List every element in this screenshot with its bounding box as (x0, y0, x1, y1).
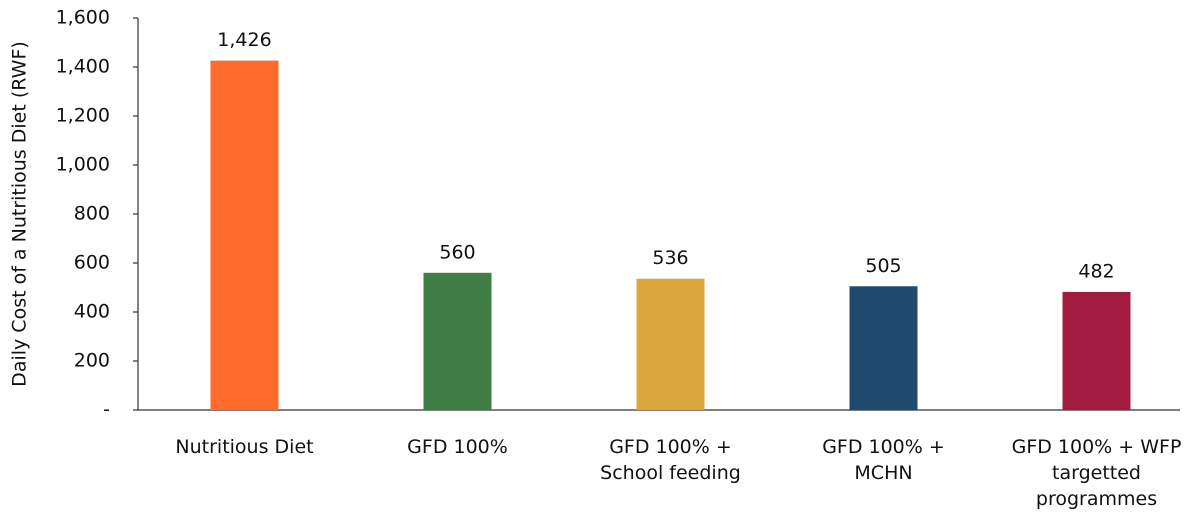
x-tick-label: GFD 100% + MCHN (822, 436, 945, 484)
bar (636, 278, 705, 410)
y-tick-label: 600 (74, 252, 110, 274)
bar (1062, 291, 1131, 410)
bar (210, 60, 279, 410)
data-label: 1,426 (217, 29, 271, 51)
y-axis-title: Daily Cost of a Nutritious Diet (RWF) (9, 41, 31, 387)
y-tick-label: 1,400 (56, 56, 110, 78)
x-tick-label: GFD 100% + WFP targetted programmes (1012, 436, 1182, 510)
bar (849, 286, 918, 410)
data-label: 482 (1078, 260, 1114, 282)
y-tick-label: - (103, 399, 110, 421)
y-tick-label: 200 (74, 350, 110, 372)
data-label: 505 (865, 255, 901, 277)
bar (423, 272, 492, 410)
data-label: 536 (652, 247, 688, 269)
x-tick-label: GFD 100% + School feeding (600, 436, 741, 484)
y-tick-label: 1,200 (56, 105, 110, 127)
y-tick-label: 1,000 (56, 154, 110, 176)
data-label: 560 (439, 241, 475, 263)
x-tick-label: GFD 100% (407, 436, 508, 458)
x-tick-label: Nutritious Diet (175, 436, 313, 458)
y-tick-label: 800 (74, 203, 110, 225)
y-tick-label: 1,600 (56, 7, 110, 29)
y-tick-label: 400 (74, 301, 110, 323)
